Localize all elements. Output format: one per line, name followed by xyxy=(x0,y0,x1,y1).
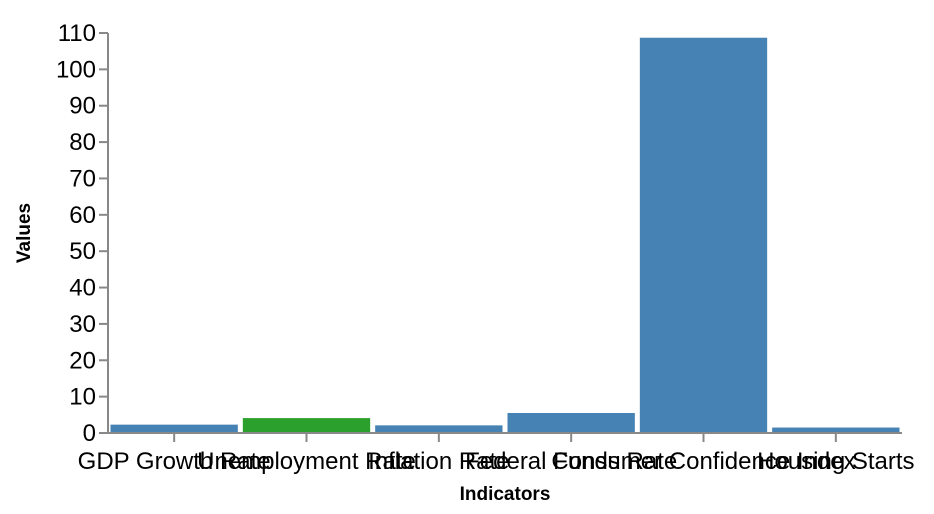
x-axis-title: Indicators xyxy=(460,484,551,505)
bar-unemployment-rate xyxy=(242,418,371,433)
bars-group xyxy=(110,37,900,434)
y-tick-label: 60 xyxy=(69,202,96,229)
y-tick-label: 80 xyxy=(69,129,96,156)
y-tick-label: 50 xyxy=(69,238,96,265)
x-tick-label: Inflation Rate xyxy=(368,448,509,475)
bar-housing-starts xyxy=(772,427,900,433)
y-axis-ticks: 0 10 20 30 40 50 60 70 80 90 100 110 xyxy=(56,20,108,447)
x-tick-label: Unemployment Rate xyxy=(197,448,416,475)
y-tick-label: 30 xyxy=(69,311,96,338)
x-tick-label: Consumer Confidence Index xyxy=(551,448,855,475)
y-tick-label: 70 xyxy=(69,165,96,192)
y-tick-label: 100 xyxy=(56,56,96,83)
y-tick-label: 110 xyxy=(58,20,96,47)
y-tick-label: 20 xyxy=(69,347,96,374)
y-axis-title: Values xyxy=(14,203,35,263)
bar-federal-funds-rate xyxy=(507,413,635,433)
bar-consumer-confidence-index xyxy=(639,37,768,434)
bar-inflation-rate xyxy=(375,425,503,433)
bar-gdp-growth-rate xyxy=(110,424,238,433)
x-tick-label: GDP Growth Rate xyxy=(78,448,271,475)
y-tick-label: 10 xyxy=(69,384,96,411)
y-tick-label: 90 xyxy=(69,93,96,120)
y-tick-label: 0 xyxy=(83,420,96,447)
x-tick-label: Housing Starts xyxy=(757,448,914,475)
y-tick-label: 40 xyxy=(69,275,96,302)
x-tick-label: Federal Funds Rate xyxy=(465,448,677,475)
